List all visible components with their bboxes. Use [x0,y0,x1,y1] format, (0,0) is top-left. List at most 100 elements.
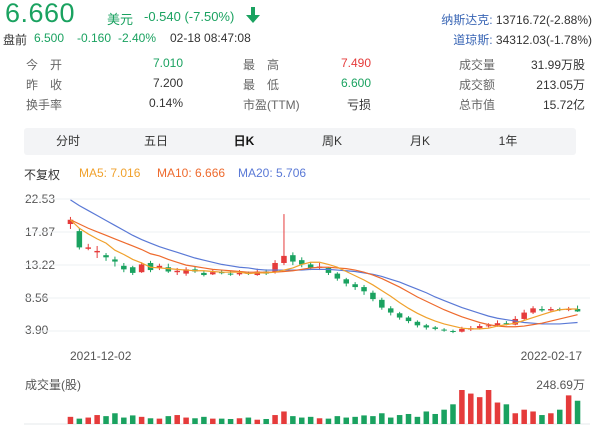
volume-bar[interactable] [85,417,91,424]
candle[interactable] [138,262,145,273]
candle[interactable] [539,306,545,312]
volume-bar[interactable] [557,409,563,424]
volume-bar[interactable] [103,416,109,424]
tab-weekly-k[interactable]: 周K [321,134,342,148]
candle[interactable] [441,328,447,332]
volume-bar[interactable] [574,400,581,424]
volume-bar[interactable] [165,416,172,424]
volume-bar[interactable] [379,413,385,424]
candle[interactable] [299,257,305,268]
candle[interactable] [530,306,536,314]
volume-bar[interactable] [307,416,314,424]
index-nasdaq[interactable]: 纳斯达克: 13716.72(-2.88%) [441,11,592,28]
volume-bar[interactable] [263,418,269,424]
volume-bar[interactable] [361,415,367,424]
volume-bar[interactable] [147,418,154,424]
volume-bar[interactable] [370,416,376,424]
volume-bar[interactable] [459,390,465,424]
volume-bar[interactable] [423,411,430,424]
candle[interactable] [396,311,403,320]
volume-bar[interactable] [405,413,412,424]
candle[interactable] [352,282,358,290]
tab-five-day[interactable]: 五日 [143,134,168,148]
candle[interactable] [379,297,385,310]
volume-bar[interactable] [503,404,510,424]
candle[interactable] [272,260,278,274]
candle[interactable] [281,214,287,266]
tab-daily-k[interactable]: 日K [233,134,255,148]
candle[interactable] [325,267,332,276]
volume-bar[interactable] [192,418,198,424]
candle[interactable] [521,309,527,320]
volume-bar[interactable] [210,418,216,424]
volume-bar[interactable] [334,416,341,424]
volume-bar[interactable] [325,418,332,424]
index-dow[interactable]: 道琼斯: 34312.03(-1.78%) [453,31,592,48]
volume-bar[interactable] [494,402,501,424]
candle[interactable] [76,228,83,250]
volume-bar[interactable] [272,415,278,424]
tab-monthly-k[interactable]: 月K [409,134,430,148]
volume-bar[interactable] [227,418,234,424]
volume-bar[interactable] [201,416,207,424]
adjust-mode[interactable]: 不复权 [24,168,61,182]
volume-bar[interactable] [67,416,74,424]
volume-bar[interactable] [432,413,438,424]
candle[interactable] [210,269,216,276]
candle[interactable] [94,245,100,259]
volume-bar[interactable] [530,411,536,424]
volume-chart[interactable] [0,388,599,428]
volume-bar[interactable] [121,417,127,424]
candle[interactable] [485,323,492,328]
candle[interactable] [112,256,118,267]
volume-bar[interactable] [316,418,323,424]
volume-bar[interactable] [512,413,519,424]
volume-bar[interactable] [290,416,296,424]
candle[interactable] [370,290,376,302]
candle[interactable] [121,262,127,273]
tab-intraday[interactable]: 分时 [55,134,80,148]
volume-bar[interactable] [352,416,358,424]
candle[interactable] [103,253,109,261]
volume-bar[interactable] [485,390,492,424]
volume-bar[interactable] [183,417,189,424]
candle[interactable] [147,260,154,273]
candle[interactable] [387,306,394,316]
candle[interactable] [334,272,341,281]
candle[interactable] [129,265,136,276]
volume-bar[interactable] [548,413,554,424]
volume-bar[interactable] [129,415,136,424]
volume-bar[interactable] [396,415,403,424]
volume-bar[interactable] [343,417,349,424]
candlestick-chart[interactable] [0,182,599,347]
volume-bar[interactable] [539,415,545,424]
volume-bar[interactable] [138,416,145,424]
volume-bar[interactable] [299,417,305,424]
candle[interactable] [85,243,91,251]
candle[interactable] [361,284,367,295]
candle[interactable] [414,320,421,328]
candle[interactable] [290,252,296,266]
volume-bar[interactable] [112,413,118,424]
volume-bar[interactable] [565,395,572,424]
candle[interactable] [156,263,163,271]
candle[interactable] [343,277,349,287]
volume-bar[interactable] [521,409,527,424]
volume-bar[interactable] [468,393,474,424]
volume-bar[interactable] [156,418,163,424]
volume-bar[interactable] [236,418,243,424]
volume-bar[interactable] [387,417,394,424]
candle[interactable] [183,267,189,276]
volume-bar[interactable] [76,418,83,424]
volume-bar[interactable] [450,404,456,424]
volume-bar[interactable] [218,418,225,424]
candle[interactable] [548,306,554,312]
candle[interactable] [192,266,198,273]
volume-bar[interactable] [281,411,287,424]
volume-bar[interactable] [94,415,100,424]
volume-bar[interactable] [414,416,421,424]
candle[interactable] [450,329,456,334]
candle[interactable] [405,316,412,324]
volume-bar[interactable] [174,415,180,424]
candle[interactable] [201,270,207,277]
